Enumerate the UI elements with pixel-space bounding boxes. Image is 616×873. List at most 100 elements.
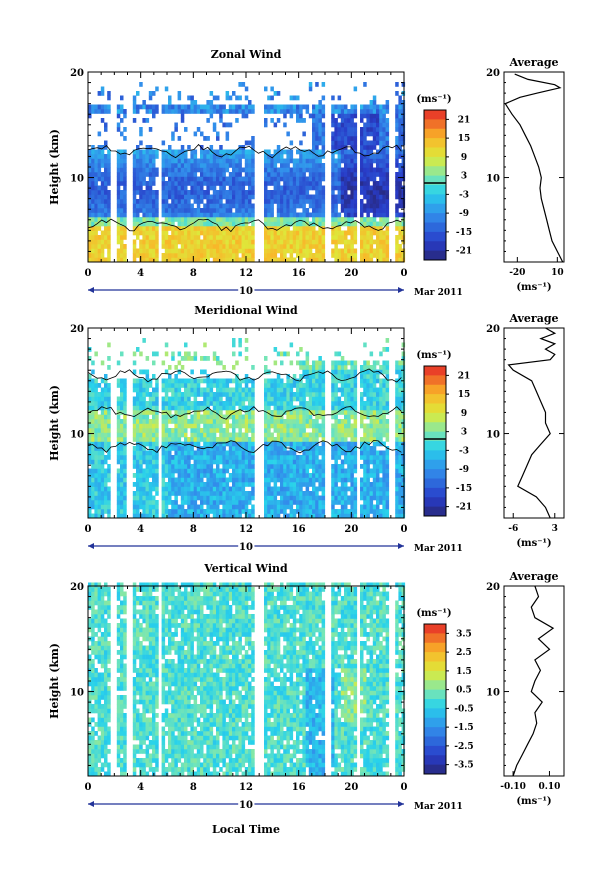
heatmap-cell — [238, 342, 242, 348]
heatmap-cell — [225, 248, 230, 254]
heatmap-cell — [337, 396, 342, 402]
heatmap-cell — [244, 356, 249, 361]
heatmap-cell — [177, 387, 182, 393]
heatmap-cell — [296, 118, 300, 123]
heatmap-cell — [184, 446, 188, 451]
heatmap-cell — [123, 253, 127, 258]
heatmap-cell — [168, 109, 172, 114]
heatmap-cell — [107, 190, 111, 195]
heatmap-cell — [350, 167, 354, 173]
heatmap-cell — [321, 504, 326, 510]
heatmap-cell — [235, 208, 239, 213]
heatmap-cell — [315, 464, 319, 469]
heatmap-cell — [164, 203, 169, 209]
heatmap-cell — [283, 185, 287, 191]
heatmap-cell — [216, 226, 220, 231]
heatmap-cell — [312, 131, 316, 137]
heatmap-cell — [241, 441, 246, 447]
heatmap-cell — [216, 419, 220, 424]
heatmap-cell — [196, 378, 201, 384]
heatmap-cell — [244, 163, 249, 168]
heatmap-cell — [308, 158, 313, 164]
heatmap-cell — [372, 203, 377, 209]
heatmap-cell — [286, 199, 290, 204]
heatmap-cell — [251, 253, 255, 258]
heatmap-cell — [401, 131, 406, 137]
heatmap-cell — [340, 392, 345, 397]
heatmap-cell — [168, 464, 172, 469]
heatmap-cell — [292, 513, 297, 519]
heatmap-cell — [280, 199, 284, 204]
heatmap-cell — [337, 181, 342, 186]
heatmap-cell — [241, 473, 246, 478]
heatmap-cell — [385, 118, 390, 123]
heatmap-cell — [209, 486, 214, 492]
heatmap-cell — [203, 172, 207, 177]
heatmap-cell — [171, 172, 175, 177]
heatmap-cell — [225, 450, 230, 456]
heatmap-cell — [347, 455, 351, 460]
heatmap-cell — [155, 500, 159, 505]
heatmap-cell — [292, 419, 297, 424]
heatmap-cell — [190, 464, 194, 469]
heatmap-cell — [142, 203, 146, 209]
heatmap-cell — [318, 486, 322, 492]
heatmap-cell — [321, 176, 326, 182]
heatmap-cell — [235, 459, 239, 465]
heatmap-cell — [209, 100, 214, 105]
heatmap-cell — [267, 230, 271, 236]
heatmap-cell — [241, 432, 246, 438]
heatmap-cell — [139, 172, 143, 177]
heatmap-cell — [398, 149, 402, 155]
heatmap-cell — [315, 145, 319, 150]
heatmap-cell — [145, 199, 150, 204]
heatmap-cell — [187, 513, 191, 519]
heatmap-cell — [200, 491, 204, 496]
heatmap-cell — [187, 437, 191, 442]
heatmap-cell — [132, 217, 137, 222]
heatmap-cell — [216, 401, 220, 406]
heatmap-cell — [376, 118, 380, 123]
heatmap-cell — [248, 253, 252, 258]
heatmap-cell — [238, 509, 242, 514]
heatmap-cell — [187, 491, 191, 496]
heatmap-cell — [273, 217, 278, 222]
heatmap-cell — [286, 239, 290, 245]
heatmap-cell — [148, 167, 153, 173]
heatmap-cell — [200, 149, 204, 155]
heatmap-cell — [219, 239, 223, 245]
heatmap-cell — [184, 217, 188, 222]
heatmap-cell — [107, 244, 111, 249]
heatmap-cell — [238, 351, 242, 357]
heatmap-cell — [116, 401, 121, 406]
heatmap-cell — [161, 208, 166, 213]
heatmap-cell — [321, 464, 326, 469]
heatmap-cell — [196, 464, 201, 469]
heatmap-cell — [321, 95, 326, 101]
heatmap-cell — [200, 145, 204, 150]
heatmap-cell — [270, 212, 274, 218]
heatmap-cell — [190, 217, 194, 222]
heatmap-cell — [232, 482, 236, 487]
heatmap-cell — [104, 226, 108, 231]
heatmap-cell — [235, 396, 239, 402]
heatmap-cell — [286, 464, 290, 469]
heatmap-cell — [145, 226, 150, 231]
heatmap-cell — [209, 203, 214, 209]
heatmap-cell — [187, 190, 191, 195]
heatmap-cell — [363, 190, 367, 195]
heatmap-cell — [232, 441, 236, 447]
heatmap-cell — [132, 176, 137, 182]
heatmap-cell — [270, 509, 274, 514]
heatmap-cell — [289, 410, 294, 415]
heatmap-cell — [308, 365, 313, 370]
heatmap-cell — [286, 491, 290, 496]
heatmap-cell — [376, 140, 380, 146]
colorbar-frame — [423, 109, 447, 261]
heatmap-cell — [196, 158, 201, 164]
heatmap-cell — [235, 419, 239, 424]
heatmap-cell — [299, 401, 303, 406]
heatmap-cell — [164, 486, 169, 492]
heatmap-cell — [193, 248, 198, 254]
heatmap-cell — [132, 185, 137, 191]
